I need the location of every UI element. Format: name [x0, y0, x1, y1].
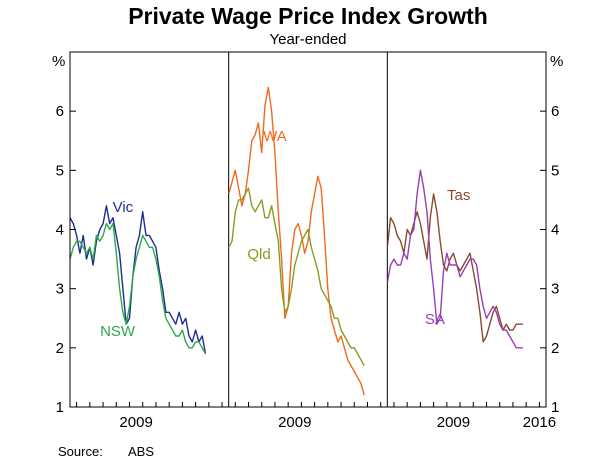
panel-1: 2009 Vic NSW [70, 199, 223, 431]
y-axis-unit-left: % [52, 53, 65, 70]
series-label-wa: WA [263, 128, 287, 145]
series-line-tas [387, 193, 523, 343]
x-tick-label: 2009 [278, 414, 311, 431]
series-line-nsw [70, 222, 207, 355]
y-tick-label-right: 1 [551, 399, 559, 416]
panels: 2009 Vic NSW 2009 WA Qld 2009 2016 Tas SA [70, 52, 556, 431]
series-label-nsw: NSW [100, 323, 136, 340]
series-line-sa [387, 169, 523, 349]
y-tick-label-left: 4 [56, 222, 64, 239]
plot-frame [69, 51, 547, 408]
series-line-wa [228, 86, 365, 396]
y-tick-label-left: 5 [56, 162, 64, 179]
x-tick-label: 2009 [437, 414, 470, 431]
y-tick-label-left: 3 [56, 281, 64, 298]
series-label-vic: Vic [113, 199, 134, 216]
y-tick-label-left: 6 [56, 103, 64, 120]
y-tick-label-right: 2 [551, 340, 559, 357]
panel-3: 2009 2016 Tas SA [386, 52, 556, 431]
chart-title: Private Wage Price Index Growth [128, 3, 488, 29]
axis-ticks: 1 1 2 2 3 3 4 4 5 5 6 6 [56, 103, 560, 416]
y-tick-label-right: 5 [551, 162, 559, 179]
chart-subtitle: Year-ended [269, 31, 346, 48]
y-tick-label-right: 3 [551, 281, 559, 298]
x-tick-label: 2009 [119, 414, 152, 431]
series-line-vic [70, 205, 207, 354]
y-tick-label-left: 1 [56, 399, 64, 416]
x-tick-label: 2016 [523, 414, 556, 431]
source-label: Source: [58, 444, 103, 459]
series-label-tas: Tas [447, 187, 470, 204]
panel-2: 2009 WA Qld [228, 52, 382, 431]
y-tick-label-left: 2 [56, 340, 64, 357]
y-axis-unit-right: % [550, 53, 563, 70]
series-line-qld [228, 187, 365, 366]
series-label-qld: Qld [247, 246, 270, 263]
series-label-sa: SA [425, 311, 445, 328]
y-tick-label-right: 4 [551, 222, 559, 239]
y-tick-label-right: 6 [551, 103, 559, 120]
source-value: ABS [128, 444, 154, 459]
